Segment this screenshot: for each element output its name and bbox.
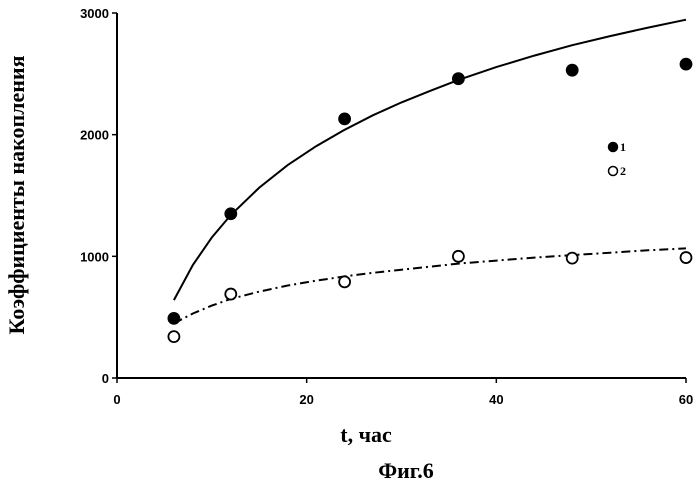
y-tick-label: 3000	[80, 6, 109, 21]
x-ticks: 0 20 40 60	[113, 378, 693, 407]
data-point-series-1	[225, 208, 236, 219]
y-tick-label: 0	[102, 371, 109, 386]
x-tick-label: 40	[489, 392, 503, 407]
legend-label-series-2: 2	[620, 164, 626, 178]
data-point-series-2	[453, 251, 464, 262]
legend-marker-series-1	[609, 143, 618, 152]
data-point-series-1	[453, 73, 464, 84]
legend-marker-series-2	[609, 167, 618, 176]
data-point-series-1	[681, 59, 692, 70]
legend: 1 2	[609, 140, 627, 178]
y-ticks: 0 1000 2000 3000	[80, 6, 117, 386]
x-tick-label: 20	[299, 392, 313, 407]
trendline-series-2	[174, 248, 686, 323]
data-point-series-2	[339, 276, 350, 287]
data-point-series-2	[567, 253, 578, 264]
figure-caption: Фиг.6	[378, 458, 434, 483]
data-point-series-1	[339, 113, 350, 124]
data-point-series-2	[168, 331, 179, 342]
y-tick-label: 2000	[80, 128, 109, 143]
x-tick-label: 60	[679, 392, 693, 407]
data-point-series-1	[168, 313, 179, 324]
x-tick-label: 0	[113, 392, 120, 407]
legend-label-series-1: 1	[620, 140, 626, 154]
trendline-series-1	[174, 20, 686, 300]
x-axis-title: t, час	[340, 422, 392, 447]
plot-area: 0 20 40 60 0 1000 2000 3000	[80, 6, 693, 407]
y-axis-title: Коэффициенты накопления	[4, 55, 29, 334]
data-point-series-2	[681, 252, 692, 263]
y-tick-label: 1000	[80, 249, 109, 264]
data-point-series-1	[567, 65, 578, 76]
data-point-series-2	[225, 289, 236, 300]
